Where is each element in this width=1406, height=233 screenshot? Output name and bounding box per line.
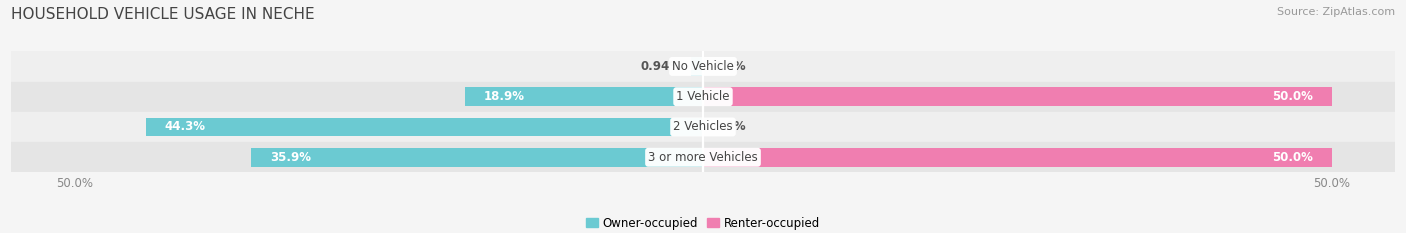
Text: 50.0%: 50.0%	[1272, 151, 1313, 164]
Text: 3 or more Vehicles: 3 or more Vehicles	[648, 151, 758, 164]
Bar	[703, 87, 1331, 106]
Text: 18.9%: 18.9%	[484, 90, 526, 103]
Bar	[465, 87, 703, 106]
Bar	[703, 148, 1331, 167]
Text: 0.0%: 0.0%	[713, 60, 745, 73]
Bar	[692, 57, 703, 76]
Bar	[11, 142, 1395, 172]
Text: HOUSEHOLD VEHICLE USAGE IN NECHE: HOUSEHOLD VEHICLE USAGE IN NECHE	[11, 7, 315, 22]
Text: 1 Vehicle: 1 Vehicle	[676, 90, 730, 103]
Bar	[11, 82, 1395, 112]
Bar	[11, 112, 1395, 142]
Legend: Owner-occupied, Renter-occupied: Owner-occupied, Renter-occupied	[586, 216, 820, 230]
Text: No Vehicle: No Vehicle	[672, 60, 734, 73]
Text: 44.3%: 44.3%	[165, 120, 205, 134]
Text: 0.0%: 0.0%	[713, 120, 745, 134]
Text: 2 Vehicles: 2 Vehicles	[673, 120, 733, 134]
Text: 50.0%: 50.0%	[1272, 90, 1313, 103]
Text: 0.94%: 0.94%	[640, 60, 681, 73]
Bar	[252, 148, 703, 167]
Bar	[146, 118, 703, 136]
Text: Source: ZipAtlas.com: Source: ZipAtlas.com	[1277, 7, 1395, 17]
Text: 35.9%: 35.9%	[270, 151, 311, 164]
Bar	[11, 51, 1395, 82]
